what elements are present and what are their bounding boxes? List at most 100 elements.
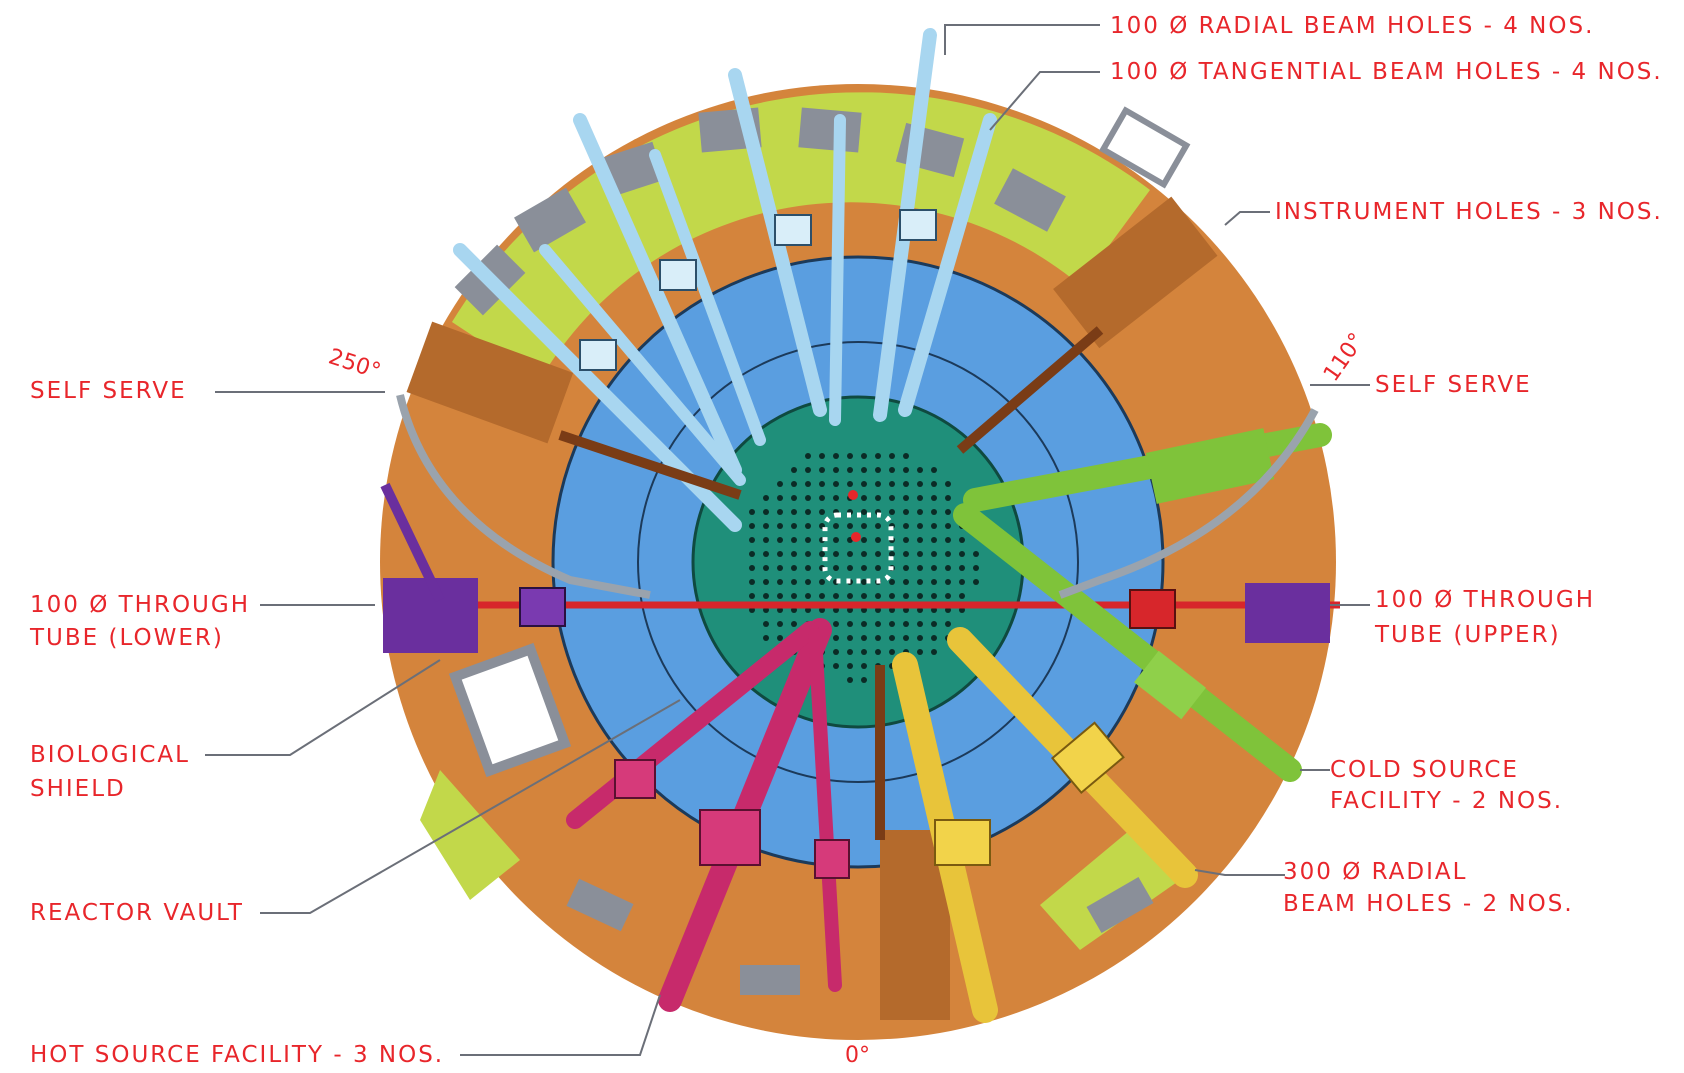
- fuel-position-dot: [889, 453, 895, 459]
- fuel-position-dot: [791, 509, 797, 515]
- fuel-position-dot: [945, 579, 951, 585]
- fuel-position-dot: [777, 579, 783, 585]
- fuel-position-dot: [861, 621, 867, 627]
- fuel-position-dot: [917, 509, 923, 515]
- fuel-position-dot: [959, 579, 965, 585]
- fuel-position-dot: [917, 523, 923, 529]
- fuel-position-dot: [903, 523, 909, 529]
- fuel-position-dot: [833, 621, 839, 627]
- fuel-position-dot: [945, 509, 951, 515]
- fuel-position-dot: [945, 523, 951, 529]
- fuel-position-dot: [819, 467, 825, 473]
- fuel-position-dot: [791, 551, 797, 557]
- fuel-position-dot: [903, 565, 909, 571]
- fuel-position-dot: [763, 537, 769, 543]
- fuel-position-dot: [931, 579, 937, 585]
- fuel-position-dot: [819, 593, 825, 599]
- fuel-position-dot: [805, 453, 811, 459]
- fuel-position-dot: [875, 481, 881, 487]
- fuel-position-dot: [917, 537, 923, 543]
- fuel-position-dot: [861, 565, 867, 571]
- fuel-position-dot: [847, 663, 853, 669]
- fuel-position-dot: [777, 495, 783, 501]
- fuel-position-dot: [875, 593, 881, 599]
- fuel-position-dot: [791, 481, 797, 487]
- fuel-position-dot: [777, 509, 783, 515]
- fuel-position-dot: [861, 523, 867, 529]
- fuel-position-dot: [861, 649, 867, 655]
- fuel-position-dot: [917, 621, 923, 627]
- fuel-position-dot: [805, 565, 811, 571]
- angle-0: 0°: [845, 1043, 870, 1068]
- fuel-position-dot: [861, 593, 867, 599]
- fuel-position-dot: [847, 481, 853, 487]
- leader-lines: [205, 24, 1370, 1056]
- fuel-position-dot: [889, 551, 895, 557]
- label-cold-source-line2: FACILITY - 2 NOS.: [1330, 788, 1564, 814]
- fuel-position-dot: [791, 467, 797, 473]
- label-through-tube-lower-line2: TUBE (LOWER): [30, 625, 224, 651]
- fuel-position-dot: [819, 481, 825, 487]
- fuel-position-dot: [889, 467, 895, 473]
- fuel-position-dot: [889, 649, 895, 655]
- fuel-position-dot: [749, 523, 755, 529]
- label-radial-300-line2: BEAM HOLES - 2 NOS.: [1283, 891, 1574, 917]
- fuel-position-dot: [959, 565, 965, 571]
- fuel-position-dot: [833, 467, 839, 473]
- fuel-position-dot: [763, 523, 769, 529]
- fuel-position-dot: [777, 551, 783, 557]
- fuel-position-dot: [847, 621, 853, 627]
- fuel-position-dot: [903, 621, 909, 627]
- fuel-position-dot: [959, 593, 965, 599]
- fuel-position-dot: [805, 467, 811, 473]
- fuel-position-dot: [931, 523, 937, 529]
- fuel-position-dot: [847, 677, 853, 683]
- fuel-position-dot: [931, 593, 937, 599]
- fuel-position-dot: [903, 593, 909, 599]
- fuel-position-dot: [847, 453, 853, 459]
- fuel-position-dot: [847, 551, 853, 557]
- fuel-position-dot: [889, 579, 895, 585]
- label-self-serve-left: SELF SERVE: [30, 378, 187, 404]
- fuel-position-dot: [931, 509, 937, 515]
- label-hot-source-facility: HOT SOURCE FACILITY - 3 NOS.: [30, 1042, 445, 1068]
- core-marker-upper: [848, 490, 858, 500]
- fuel-position-dot: [945, 593, 951, 599]
- self-serve-right-tube: [1058, 408, 1319, 599]
- fuel-position-dot: [875, 523, 881, 529]
- fuel-position-dot: [875, 635, 881, 641]
- fuel-position-dot: [763, 635, 769, 641]
- fuel-position-dot: [749, 579, 755, 585]
- fuel-position-dot: [833, 663, 839, 669]
- fuel-position-dot: [791, 565, 797, 571]
- label-biological-shield-line1: BIOLOGICAL: [30, 742, 190, 768]
- fuel-position-dot: [833, 635, 839, 641]
- fuel-position-dot: [847, 635, 853, 641]
- fuel-position-dot: [861, 537, 867, 543]
- fuel-position-dot: [903, 635, 909, 641]
- fuel-position-dot: [889, 481, 895, 487]
- fuel-position-dot: [847, 593, 853, 599]
- fuel-position-dot: [861, 635, 867, 641]
- fuel-position-dot: [973, 565, 979, 571]
- outer-green-sector-bottom-right: [1040, 830, 1180, 950]
- fuel-position-dot: [903, 509, 909, 515]
- fuel-position-dot: [763, 495, 769, 501]
- label-reactor-vault: REACTOR VAULT: [30, 900, 244, 926]
- core-center-square: [822, 512, 894, 584]
- fuel-position-dot: [861, 663, 867, 669]
- fuel-position-dot: [847, 467, 853, 473]
- fuel-position-dot: [749, 537, 755, 543]
- hot-source-facility: [566, 618, 850, 1012]
- fuel-position-dot: [917, 467, 923, 473]
- fuel-position-dot: [805, 551, 811, 557]
- fuel-position-dot: [763, 621, 769, 627]
- fuel-position-dot: [973, 579, 979, 585]
- fuel-position-dot: [931, 565, 937, 571]
- fuel-position-dot: [819, 495, 825, 501]
- fuel-position-dot: [833, 565, 839, 571]
- fuel-position-dot: [931, 481, 937, 487]
- fuel-position-dot: [861, 467, 867, 473]
- fuel-position-dot: [903, 453, 909, 459]
